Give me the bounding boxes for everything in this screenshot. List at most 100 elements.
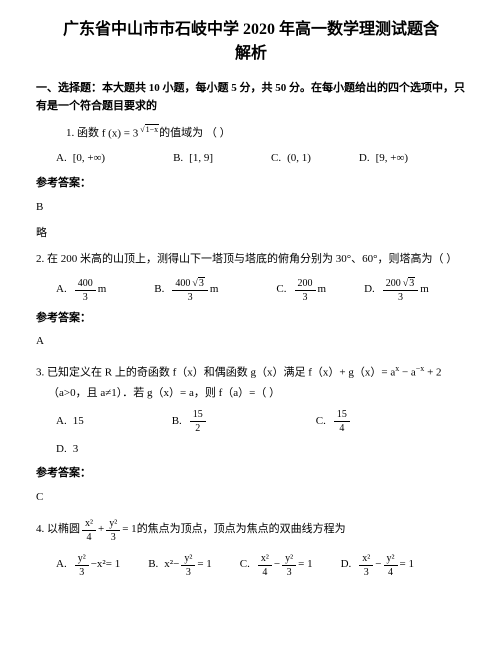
q3-opt-c: C. 154 <box>316 409 352 434</box>
label-a: A. <box>56 555 67 575</box>
label-b: B. <box>173 149 183 169</box>
q2-opt-b: B. 4003 3 m <box>154 278 218 303</box>
sqrt-icon: 1−x <box>138 123 159 137</box>
t1: 4. 以椭圆 <box>36 520 80 540</box>
q4-opt-c: C. x²4 − y²3 = 1 <box>240 553 313 578</box>
den: 3 <box>183 566 194 578</box>
num: 200 <box>295 278 316 291</box>
q3-opt-d: D.3 <box>56 440 78 460</box>
eq: = 1 <box>298 555 312 575</box>
q1-exp: 1−x <box>145 124 160 134</box>
q2-options: A. 4003 m B. 4003 3 m C. 2003 m D. 20 <box>36 278 466 303</box>
den: 3 <box>284 566 295 578</box>
minus: − <box>173 555 179 575</box>
q1-func-pre: f (x) = 3 <box>102 128 138 140</box>
t2: 的焦点为顶点，顶点为焦点的双曲线方程为 <box>137 520 346 540</box>
den: 3 <box>108 531 119 543</box>
root: 3 <box>408 277 415 289</box>
den: 3 <box>361 566 372 578</box>
label-c: C. <box>316 412 326 432</box>
q3-ans-label: 参考答案： <box>36 464 466 484</box>
fraction: x²3 <box>359 553 373 578</box>
q1-b-val: [1, 9] <box>189 149 213 169</box>
q1-a-val: [0, +∞) <box>73 149 105 169</box>
unit: m <box>420 280 429 300</box>
n1: 400 <box>175 278 190 289</box>
q1-func: f (x) = 3 1−x <box>102 123 159 144</box>
unit: m <box>318 280 327 300</box>
den: 2 <box>192 422 203 434</box>
label-a: A. <box>56 412 67 432</box>
q1-stem: 1. 函数 f (x) = 3 1−x 的值域为 （ ） <box>36 123 466 144</box>
label-b: B. <box>172 412 182 432</box>
q4-opt-b: B. x² − y²3 = 1 <box>148 553 212 578</box>
fraction: 152 <box>190 409 206 434</box>
question-1: 1. 函数 f (x) = 3 1−x 的值域为 （ ） A. [0, +∞) B.… <box>36 123 466 244</box>
num: y² <box>282 553 296 566</box>
t1: 3. 已知定义在 R 上的奇函数 f（x）和偶函数 g（x）满足 f（x）+ g… <box>36 367 395 379</box>
q3-line1: 3. 已知定义在 R 上的奇函数 f（x）和偶函数 g（x）满足 f（x）+ g… <box>36 362 466 383</box>
q3-options-row1: A.15 B.152 C.154 <box>36 409 466 434</box>
label-d: D. <box>364 280 375 300</box>
fraction: y²4 <box>384 553 398 578</box>
document-title: 广东省中山市市石岐中学 2020 年高一数学理测试题含 解析 <box>36 18 466 66</box>
fraction: 154 <box>334 409 350 434</box>
num: 4003 <box>172 278 208 291</box>
fraction: x²4 <box>82 518 96 543</box>
q1-opt-b: B. [1, 9] <box>173 149 213 169</box>
minus: − <box>375 555 381 575</box>
label-c: C. <box>240 555 250 575</box>
fraction: y²3 <box>181 553 195 578</box>
q2-stem: 2. 在 200 米高的山顶上，测得山下一塔顶与塔底的俯角分别为 30°、60°… <box>36 250 466 270</box>
num: 400 <box>75 278 96 291</box>
t2: x² <box>97 555 106 575</box>
fraction: 4003 <box>75 278 96 303</box>
q2-opt-c: C. 2003 m <box>276 278 326 303</box>
fraction: y²3 <box>75 553 89 578</box>
plus: + <box>98 520 104 540</box>
q4-stem: 4. 以椭圆 x²4 + y²3 = 1 的焦点为顶点，顶点为焦点的双曲线方程为 <box>36 518 466 543</box>
q3-options-row2: D.3 <box>36 440 466 460</box>
q1-ans: B <box>36 198 466 218</box>
label-a: A. <box>56 149 67 169</box>
num: 15 <box>190 409 206 422</box>
label-b: B. <box>148 555 158 575</box>
den: 4 <box>259 566 270 578</box>
label-a: A. <box>56 280 67 300</box>
num: x² <box>82 518 96 531</box>
q1-options: A.[0, +∞) B.[1, 9] C.(0, 1) D.[9, +∞) <box>36 149 466 169</box>
den: 3 <box>76 566 87 578</box>
q1-d-val: [9, +∞) <box>376 149 408 169</box>
fraction: x²4 <box>258 553 272 578</box>
q2-ans: A <box>36 332 466 352</box>
title-line-2: 解析 <box>36 42 466 66</box>
t1: x² <box>164 555 173 575</box>
question-3: 3. 已知定义在 R 上的奇函数 f（x）和偶函数 g（x）满足 f（x）+ g… <box>36 362 466 508</box>
fraction: 2003 3 <box>383 278 419 303</box>
num: 2003 <box>383 278 419 291</box>
q1-ans-label: 参考答案： <box>36 174 466 194</box>
den: 3 <box>300 291 311 303</box>
den: 3 <box>80 291 91 303</box>
section-heading: 一、选择题：本大题共 10 小题，每小题 5 分，共 50 分。在每小题给出的四… <box>36 80 466 115</box>
question-2: 2. 在 200 米高的山顶上，测得山下一塔顶与塔底的俯角分别为 30°、60°… <box>36 250 466 352</box>
label-b: B. <box>154 280 164 300</box>
q3-ans: C <box>36 488 466 508</box>
q4-opt-a: A. y²3 − x² = 1 <box>56 553 120 578</box>
q2-ans-label: 参考答案： <box>36 309 466 329</box>
label-d: D. <box>56 440 67 460</box>
den: 3 <box>185 291 196 303</box>
eq: = 1 <box>400 555 414 575</box>
fraction: y²3 <box>282 553 296 578</box>
question-4: 4. 以椭圆 x²4 + y²3 = 1 的焦点为顶点，顶点为焦点的双曲线方程为… <box>36 518 466 578</box>
q1-number: 1. 函数 <box>66 124 99 144</box>
num: x² <box>359 553 373 566</box>
num: y² <box>181 553 195 566</box>
den: 4 <box>385 566 396 578</box>
q2-opt-a: A. 4003 m <box>56 278 106 303</box>
q1-after: 的值域为 （ ） <box>159 124 231 144</box>
num: 15 <box>334 409 350 422</box>
den: 4 <box>84 531 95 543</box>
n1: 200 <box>386 278 401 289</box>
den: 3 <box>395 291 406 303</box>
